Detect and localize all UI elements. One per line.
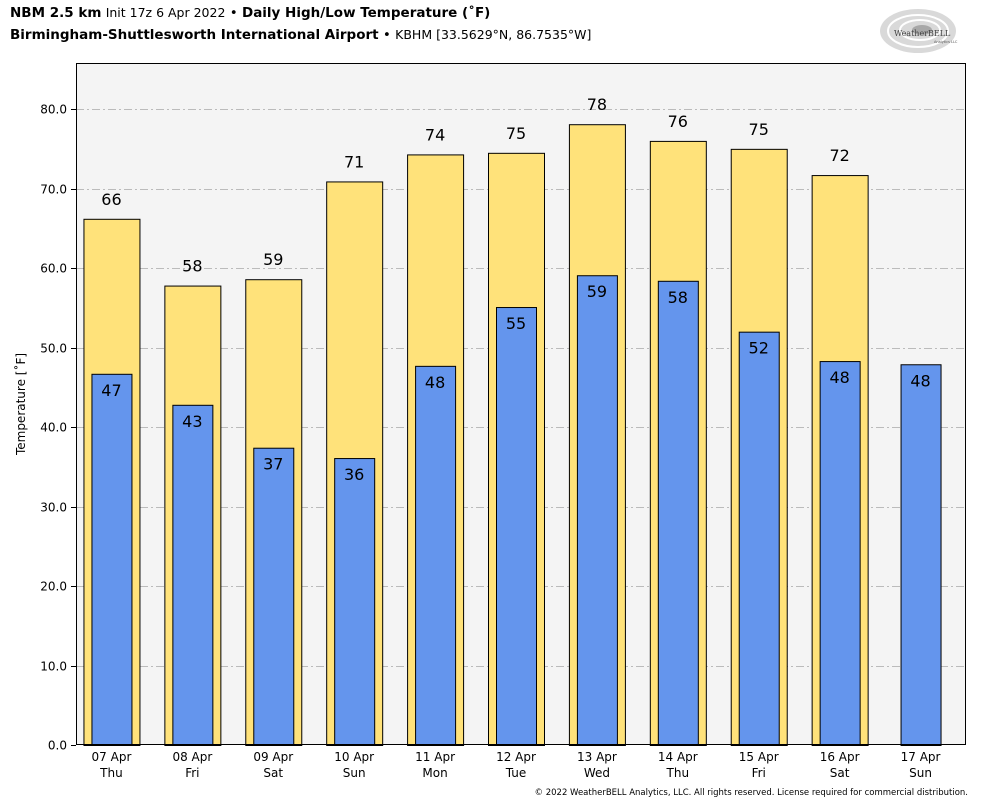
- low-bar: [91, 373, 133, 746]
- high-value-label: 66: [101, 190, 121, 209]
- station-info: KBHM [33.5629°N, 86.7535°W]: [395, 27, 592, 42]
- station-name: Birmingham-Shuttlesworth International A…: [10, 27, 379, 43]
- y-axis-label: Temperature [˚F]: [13, 353, 28, 456]
- y-tick-label: 80.0: [40, 103, 67, 117]
- logo-text: WeatherBELL: [894, 29, 951, 38]
- x-tick-day: Sun: [909, 766, 932, 780]
- x-tick-day: Thu: [666, 766, 690, 780]
- x-tick-date: 07 Apr: [92, 750, 132, 764]
- x-tick-day: Wed: [584, 766, 610, 780]
- low-bar: [496, 307, 537, 746]
- x-tick-date: 16 Apr: [820, 750, 860, 764]
- low-value-label: 59: [587, 282, 607, 301]
- separator: •: [382, 27, 391, 43]
- x-tick-date: 15 Apr: [739, 750, 779, 764]
- y-tick-label: 50.0: [40, 342, 67, 356]
- y-tick-label: 70.0: [40, 183, 67, 197]
- x-tick-date: 12 Apr: [496, 750, 536, 764]
- copyright-notice: © 2022 WeatherBELL Analytics, LLC. All r…: [534, 788, 968, 798]
- low-value-label: 55: [506, 314, 526, 333]
- y-tick-label: 10.0: [40, 660, 67, 674]
- x-tick-date: 11 Apr: [415, 750, 455, 764]
- low-value-label: 52: [749, 339, 769, 358]
- x-axis-ticks: 07 Apr Thu 08 Apr Fri 09 Apr Sat 10 Apr Sun 11 A…: [92, 750, 941, 780]
- low-bar: [819, 361, 861, 746]
- low-value-label: 48: [910, 371, 930, 390]
- high-value-label: 74: [425, 125, 445, 144]
- low-value-label: 37: [263, 455, 283, 474]
- y-tick-label: 30.0: [40, 501, 67, 515]
- high-value-label: 75: [749, 120, 769, 139]
- low-bar: [738, 331, 780, 746]
- high-value-label: 72: [829, 146, 849, 165]
- low-bar: [657, 280, 699, 746]
- low-bar: [576, 275, 618, 746]
- x-tick-date: 17 Apr: [901, 750, 941, 764]
- low-bar: [415, 365, 457, 746]
- low-bars: [91, 275, 942, 746]
- high-value-label: 78: [587, 95, 607, 114]
- low-value-label: 48: [829, 368, 849, 387]
- x-tick-day: Sat: [263, 766, 283, 780]
- product-name: Daily High/Low Temperature (˚F): [241, 5, 491, 21]
- y-axis-ticks: 0.0 10.0 20.0 30.0 40.0 50.0 60.0 70.0 80.0: [40, 103, 76, 753]
- x-tick-date: 10 Apr: [334, 750, 374, 764]
- x-tick-date: 13 Apr: [577, 750, 617, 764]
- x-tick-date: 08 Apr: [172, 750, 212, 764]
- high-value-label: 71: [344, 152, 364, 171]
- low-bar: [172, 404, 214, 746]
- low-value-label: 48: [425, 373, 445, 392]
- low-value-label: 36: [344, 465, 364, 484]
- model-name: NBM 2.5 km: [10, 5, 102, 21]
- low-bar: [900, 364, 942, 746]
- weatherbell-logo: WeatherBELL Analytics LLC: [880, 9, 958, 53]
- x-tick-day: Thu: [99, 766, 123, 780]
- x-tick-date: 09 Apr: [253, 750, 293, 764]
- y-tick-label: 60.0: [40, 262, 67, 276]
- y-tick-label: 0.0: [48, 739, 67, 753]
- chart-title-line1: NBM 2.5 km Init 17z 6 Apr 2022 • Daily H…: [10, 5, 490, 21]
- x-tick-day: Mon: [422, 766, 447, 780]
- plot-frame: [76, 63, 966, 745]
- low-bar: [334, 458, 376, 746]
- low-value-label: 47: [101, 381, 121, 400]
- high-value-label: 76: [668, 112, 688, 131]
- low-value-label: 58: [668, 288, 688, 307]
- y-tick-label: 40.0: [40, 421, 67, 435]
- init-time: Init 17z 6 Apr 2022: [105, 5, 226, 20]
- x-tick-day: Tue: [505, 766, 527, 780]
- low-bar: [253, 447, 295, 746]
- chart-title-line2: Birmingham-Shuttlesworth International A…: [10, 27, 591, 43]
- x-tick-day: Sat: [830, 766, 850, 780]
- low-value-label: 43: [182, 412, 202, 431]
- high-value-label: 58: [182, 257, 202, 276]
- y-tick-label: 20.0: [40, 580, 67, 594]
- value-labels: 66 47 58 43 59 37 71 36 74 48 75 55 78 59 76 58 75 52 72 48…: [101, 95, 930, 484]
- logo-subtext: Analytics LLC: [934, 40, 958, 44]
- x-tick-date: 14 Apr: [658, 750, 698, 764]
- x-tick-day: Sun: [343, 766, 366, 780]
- x-tick-day: Fri: [185, 766, 199, 780]
- high-value-label: 59: [263, 250, 283, 269]
- x-tick-day: Fri: [752, 766, 766, 780]
- high-value-label: 75: [506, 124, 526, 143]
- separator: •: [229, 5, 238, 21]
